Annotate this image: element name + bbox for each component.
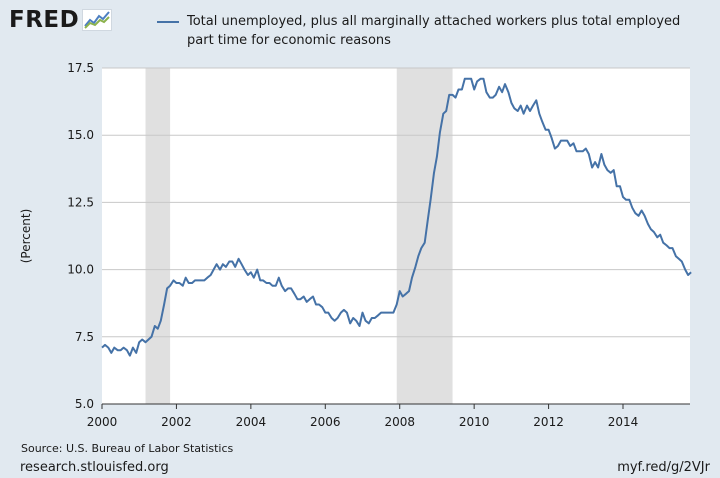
y-axis-label: (Percent) bbox=[19, 209, 33, 264]
legend-series-label: Total unemployed, plus all marginally at… bbox=[187, 14, 681, 48]
y-tick-label: 15.0 bbox=[67, 128, 94, 142]
x-tick-label: 2000 bbox=[87, 415, 118, 429]
x-tick-label: 2008 bbox=[384, 415, 415, 429]
site-link[interactable]: research.stlouisfed.org bbox=[20, 460, 169, 475]
y-tick-label: 10.0 bbox=[67, 263, 94, 277]
fred-logo-text: FRED bbox=[9, 7, 80, 33]
fred-logo[interactable]: FRED bbox=[9, 7, 113, 33]
legend-swatch bbox=[157, 21, 179, 23]
recession-band bbox=[145, 68, 171, 404]
y-tick-label: 17.5 bbox=[67, 61, 94, 75]
short-link[interactable]: myf.red/g/2VJr bbox=[617, 460, 710, 475]
chart-legend: Total unemployed, plus all marginally at… bbox=[157, 12, 697, 50]
y-tick-label: 12.5 bbox=[67, 195, 94, 209]
y-tick-label: 7.5 bbox=[75, 330, 94, 344]
fred-chart-icon bbox=[82, 9, 113, 31]
series-line bbox=[101, 77, 692, 357]
x-tick-label: 2006 bbox=[310, 415, 341, 429]
y-tick-label: 5.0 bbox=[75, 397, 94, 411]
x-tick-label: 2012 bbox=[533, 415, 564, 429]
x-tick-label: 2002 bbox=[161, 415, 192, 429]
chart: 5.0 7.5 10.0 12.5 15.0 17.5 2000 2002 2004 2006 20… bbox=[19, 61, 692, 429]
source-note: Source: U.S. Bureau of Labor Statistics bbox=[21, 442, 234, 455]
x-tick-label: 2014 bbox=[608, 415, 639, 429]
x-tick-label: 2010 bbox=[459, 415, 490, 429]
plot-area bbox=[102, 68, 690, 404]
x-tick-label: 2004 bbox=[236, 415, 267, 429]
